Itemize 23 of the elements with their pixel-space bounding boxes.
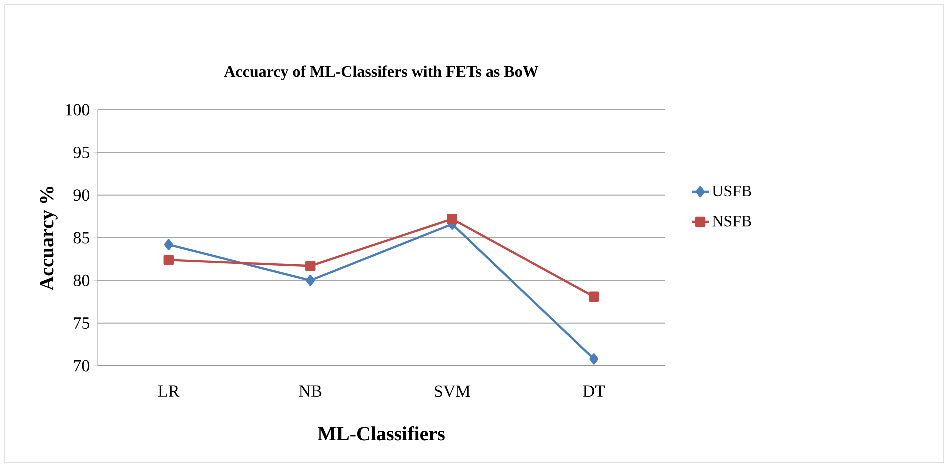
- y-tick-label: 70: [74, 360, 90, 372]
- legend-label: NSFB: [712, 216, 752, 227]
- point: [306, 275, 316, 286]
- point: [589, 292, 600, 302]
- point: [590, 354, 599, 365]
- x-axis-title: ML-Classifiers: [318, 426, 445, 441]
- chart-title: Accuarcy of ML-Classifers with FETs as BoW: [224, 66, 539, 80]
- point: [164, 239, 174, 250]
- y-tick-label: 80: [74, 274, 90, 286]
- y-tick-label: 90: [74, 190, 90, 202]
- y-tick-label: 95: [74, 146, 90, 158]
- y-axis-title: Accuarcy %: [40, 187, 58, 291]
- y-tick-label: 85: [74, 232, 90, 244]
- point: [306, 261, 316, 272]
- legend-label: USFB: [712, 186, 752, 197]
- point: [447, 214, 458, 224]
- x-tick-label: NB: [299, 386, 322, 397]
- x-tick-label: LR: [158, 386, 180, 397]
- x-tick-label: DT: [583, 386, 606, 397]
- y-tick-label: 100: [66, 104, 90, 116]
- y-tick-label: 75: [74, 318, 90, 329]
- point: [164, 255, 174, 266]
- x-tick-label: SVM: [435, 386, 470, 398]
